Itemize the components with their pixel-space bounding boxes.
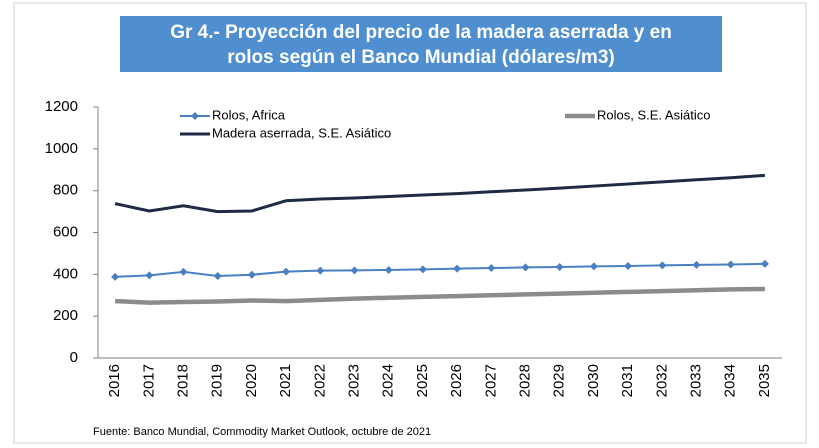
series-marker bbox=[282, 267, 291, 276]
x-tick-label: 2031 bbox=[619, 364, 636, 397]
series-marker bbox=[692, 260, 701, 269]
y-tick-label: 1000 bbox=[45, 140, 78, 157]
y-tick-label: 1200 bbox=[45, 98, 78, 115]
series-line bbox=[114, 173, 766, 214]
series-marker bbox=[487, 264, 496, 273]
series-marker bbox=[111, 272, 120, 281]
legend-marker bbox=[191, 112, 199, 120]
x-tick-label: 2028 bbox=[516, 364, 533, 397]
source-note: Fuente: Banco Mundial, Commodity Market … bbox=[93, 426, 431, 438]
x-tick-label: 2021 bbox=[277, 364, 294, 397]
series-marker bbox=[213, 272, 222, 281]
series-marker bbox=[658, 261, 667, 270]
x-tick-label: 2029 bbox=[551, 364, 568, 397]
chart-title: rolos según el Banco Mundial (dólares/m3… bbox=[227, 47, 614, 68]
y-tick-label: 200 bbox=[53, 307, 78, 324]
series-marker bbox=[418, 265, 427, 274]
title-box bbox=[120, 16, 722, 72]
y-tick-label: 0 bbox=[70, 349, 78, 366]
x-tick-label: 2035 bbox=[756, 364, 773, 397]
x-tick-label: 2026 bbox=[448, 364, 465, 397]
series-marker bbox=[247, 270, 256, 279]
x-tick-label: 2027 bbox=[482, 364, 499, 397]
x-tick-label: 2016 bbox=[106, 364, 123, 397]
x-tick-label: 2032 bbox=[653, 364, 670, 397]
x-tick-label: 2033 bbox=[687, 364, 704, 397]
y-tick-label: 800 bbox=[53, 182, 78, 199]
series-marker bbox=[555, 263, 564, 272]
legend-label: Rolos, Africa bbox=[212, 107, 286, 122]
y-tick-label: 400 bbox=[53, 265, 78, 282]
chart-border bbox=[13, 2, 807, 444]
x-tick-label: 2019 bbox=[209, 364, 226, 397]
legend-label: Rolos, S.E. Asiático bbox=[597, 107, 710, 122]
chart-title: Gr 4.- Proyección del precio de la mader… bbox=[170, 22, 672, 43]
x-tick-label: 2022 bbox=[311, 364, 328, 397]
series-marker bbox=[760, 259, 769, 268]
x-tick-label: 2025 bbox=[414, 364, 431, 397]
series-marker bbox=[521, 263, 530, 272]
series-marker bbox=[145, 271, 154, 280]
series-line bbox=[115, 262, 765, 278]
x-tick-label: 2017 bbox=[140, 364, 157, 397]
legend-label: Madera aserrada, S.E. Asiático bbox=[212, 125, 391, 140]
x-tick-label: 2030 bbox=[585, 364, 602, 397]
x-tick-label: 2023 bbox=[345, 364, 362, 397]
series-marker bbox=[453, 264, 462, 273]
x-tick-label: 2024 bbox=[380, 364, 397, 397]
x-tick-label: 2020 bbox=[243, 364, 260, 397]
y-tick-label: 600 bbox=[53, 223, 78, 240]
series-marker bbox=[624, 261, 633, 270]
series-marker bbox=[589, 262, 598, 271]
series-marker bbox=[179, 267, 188, 276]
x-tick-label: 2034 bbox=[722, 364, 739, 397]
series-marker bbox=[350, 266, 359, 275]
x-tick-label: 2018 bbox=[174, 364, 191, 397]
series-marker bbox=[726, 260, 735, 269]
series-line bbox=[115, 286, 765, 305]
series-marker bbox=[384, 265, 393, 274]
series-marker bbox=[316, 266, 325, 275]
